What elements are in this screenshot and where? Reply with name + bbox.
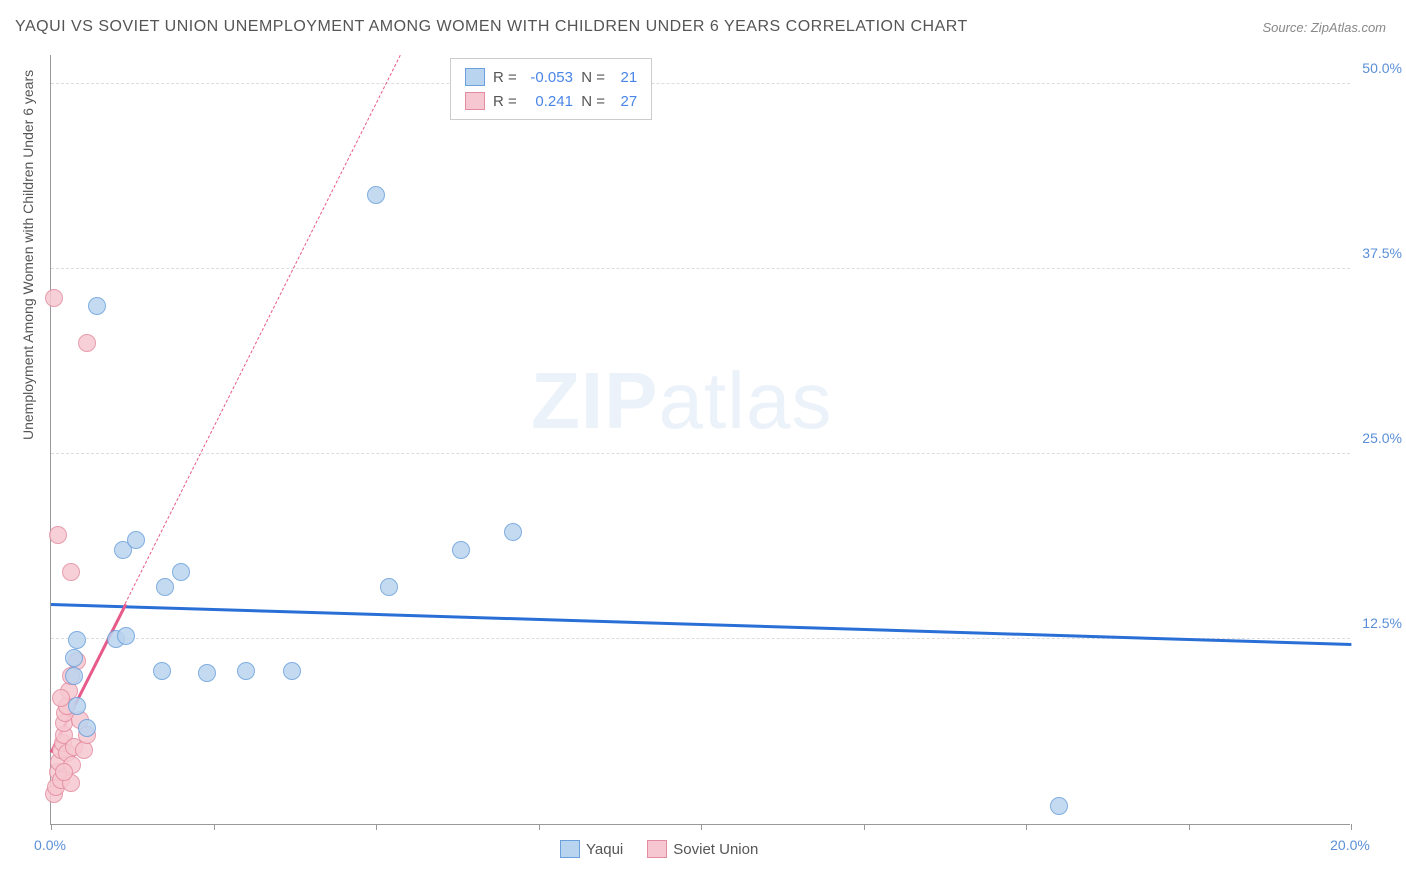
y-tick-label: 25.0% bbox=[1362, 430, 1402, 446]
data-point bbox=[88, 297, 106, 315]
gridline bbox=[51, 453, 1350, 454]
data-point bbox=[68, 631, 86, 649]
stats-legend-row: R = -0.053 N = 21 bbox=[465, 65, 637, 89]
legend-swatch bbox=[465, 92, 485, 110]
legend-item: Yaqui bbox=[560, 840, 623, 858]
data-point bbox=[156, 578, 174, 596]
x-tick-label: 0.0% bbox=[34, 837, 66, 853]
data-point bbox=[65, 667, 83, 685]
data-point bbox=[45, 289, 63, 307]
source-attribution: Source: ZipAtlas.com bbox=[1262, 20, 1386, 35]
data-point bbox=[153, 662, 171, 680]
plot-area: ZIPatlas 12.5%25.0%37.5%50.0% bbox=[50, 55, 1350, 825]
y-tick-label: 50.0% bbox=[1362, 60, 1402, 76]
stats-text: R = -0.053 N = 21 bbox=[493, 69, 637, 86]
gridline bbox=[51, 83, 1350, 84]
x-tick-label: 20.0% bbox=[1330, 837, 1370, 853]
data-point bbox=[78, 334, 96, 352]
data-point bbox=[452, 541, 470, 559]
watermark: ZIPatlas bbox=[531, 355, 832, 447]
data-point bbox=[49, 526, 67, 544]
legend-swatch bbox=[560, 840, 580, 858]
x-tick bbox=[1026, 824, 1027, 830]
data-point bbox=[283, 662, 301, 680]
x-tick bbox=[539, 824, 540, 830]
data-point bbox=[367, 186, 385, 204]
gridline bbox=[51, 268, 1350, 269]
stats-legend-box: R = -0.053 N = 21 R = 0.241 N = 27 bbox=[450, 58, 652, 120]
data-point bbox=[504, 523, 522, 541]
data-point bbox=[68, 697, 86, 715]
chart-title: YAQUI VS SOVIET UNION UNEMPLOYMENT AMONG… bbox=[15, 18, 968, 36]
data-point bbox=[1050, 797, 1068, 815]
data-point bbox=[380, 578, 398, 596]
legend-label: Yaqui bbox=[586, 841, 623, 858]
x-tick bbox=[376, 824, 377, 830]
x-tick bbox=[214, 824, 215, 830]
series-legend: Yaqui Soviet Union bbox=[560, 840, 758, 858]
x-tick bbox=[864, 824, 865, 830]
trend-line bbox=[51, 603, 1351, 646]
x-tick bbox=[51, 824, 52, 830]
data-point bbox=[127, 531, 145, 549]
legend-swatch bbox=[465, 68, 485, 86]
y-axis-label: Unemployment Among Women with Children U… bbox=[20, 70, 36, 440]
stats-text: R = 0.241 N = 27 bbox=[493, 93, 637, 110]
x-tick bbox=[1351, 824, 1352, 830]
x-tick bbox=[1189, 824, 1190, 830]
data-point bbox=[55, 763, 73, 781]
data-point bbox=[237, 662, 255, 680]
data-point bbox=[117, 627, 135, 645]
y-tick-label: 12.5% bbox=[1362, 615, 1402, 631]
x-tick bbox=[701, 824, 702, 830]
legend-swatch bbox=[647, 840, 667, 858]
y-tick-label: 37.5% bbox=[1362, 245, 1402, 261]
data-point bbox=[62, 563, 80, 581]
data-point bbox=[65, 649, 83, 667]
legend-item: Soviet Union bbox=[647, 840, 758, 858]
data-point bbox=[172, 563, 190, 581]
stats-legend-row: R = 0.241 N = 27 bbox=[465, 89, 637, 113]
data-point bbox=[198, 664, 216, 682]
legend-label: Soviet Union bbox=[673, 841, 758, 858]
data-point bbox=[78, 719, 96, 737]
